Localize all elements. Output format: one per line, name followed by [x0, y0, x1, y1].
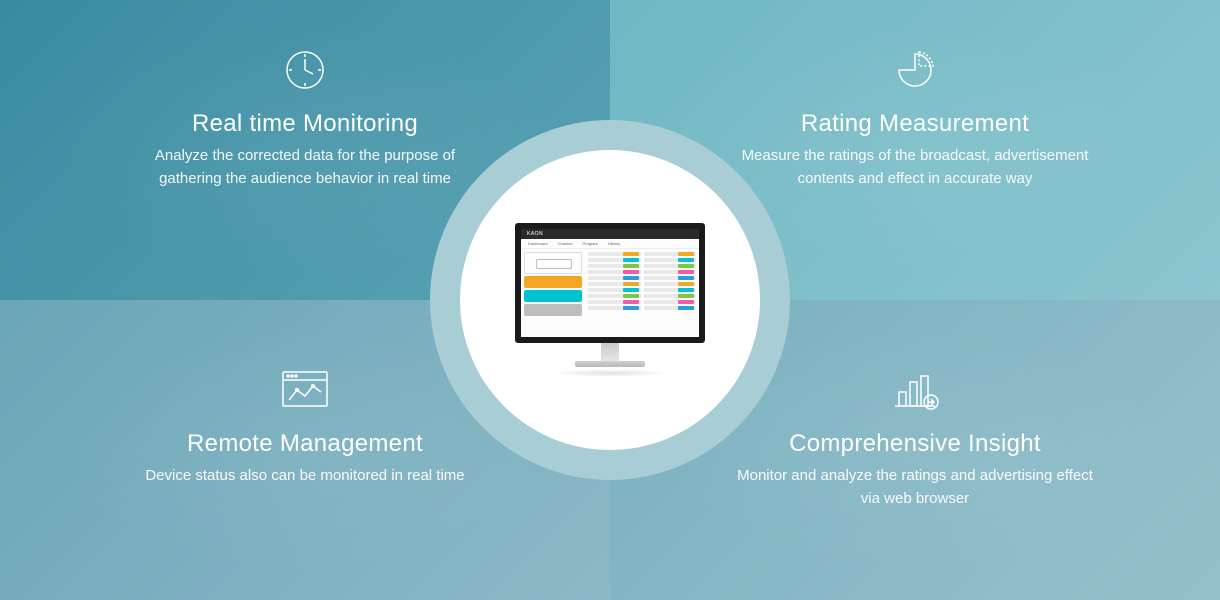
- feature-desc: Measure the ratings of the broadcast, ad…: [735, 144, 1095, 191]
- pie-chart-icon: [893, 40, 937, 100]
- stat-orange: [524, 276, 582, 288]
- list-col: [644, 252, 696, 334]
- clock-icon: [283, 40, 327, 100]
- feature-desc: Monitor and analyze the ratings and adve…: [735, 464, 1095, 511]
- monitor-stand-neck: [601, 343, 619, 361]
- feature-title: Rating Measurement: [801, 110, 1029, 138]
- dashboard-tabs: DashboardChannelProgramHistory: [521, 239, 699, 249]
- stat-grey: [524, 304, 582, 316]
- feature-title: Remote Management: [187, 430, 423, 458]
- list-col: [588, 252, 640, 334]
- dashboard-monitor: KAON DashboardChannelProgramHistory: [515, 223, 705, 377]
- bar-chart-arrow-icon: [891, 360, 939, 420]
- dashboard-lists: [585, 249, 699, 337]
- browser-chart-icon: [281, 360, 329, 420]
- stat-cyan: [524, 290, 582, 302]
- device-box: [524, 252, 582, 274]
- center-circle: KAON DashboardChannelProgramHistory: [460, 150, 760, 450]
- feature-desc: Device status also can be monitored in r…: [145, 464, 464, 487]
- monitor-stand-base: [575, 361, 645, 367]
- dashboard-side: [521, 249, 585, 337]
- center-ring: KAON DashboardChannelProgramHistory: [430, 120, 790, 480]
- monitor-screen: KAON DashboardChannelProgramHistory: [515, 223, 705, 343]
- feature-title: Comprehensive Insight: [789, 430, 1041, 458]
- brand-label: KAON: [527, 231, 543, 237]
- monitor-shadow: [550, 369, 670, 377]
- feature-title: Real time Monitoring: [192, 110, 418, 138]
- feature-desc: Analyze the corrected data for the purpo…: [125, 144, 485, 191]
